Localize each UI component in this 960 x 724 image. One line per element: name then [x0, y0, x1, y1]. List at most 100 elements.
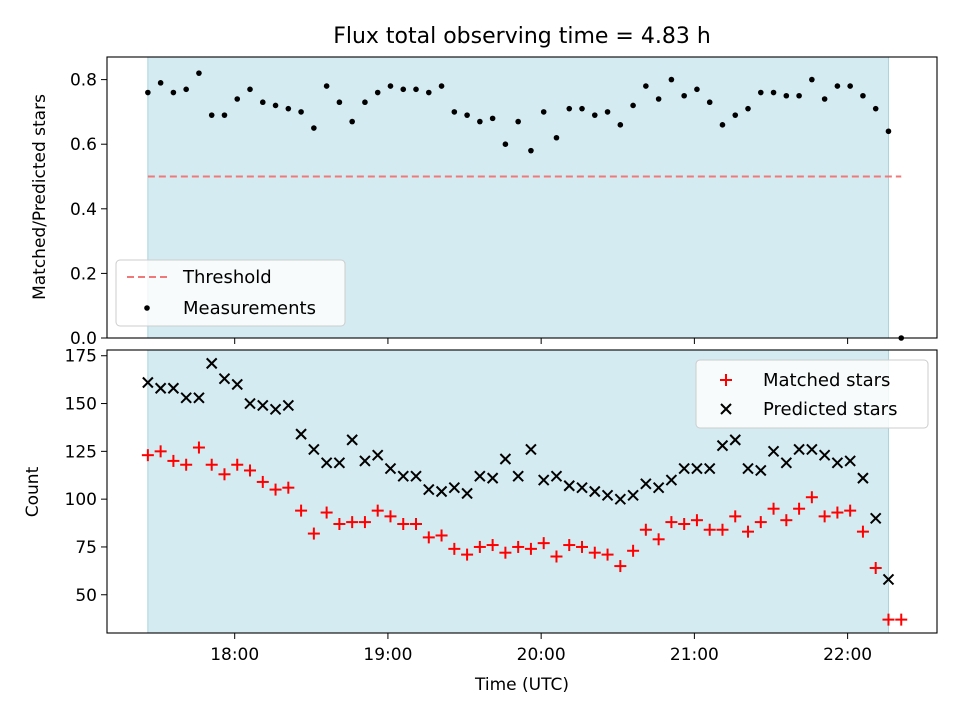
predicted-stars-point [678, 462, 690, 475]
matched-stars-point [371, 504, 384, 517]
measurement-point [809, 76, 815, 83]
measurement-point [183, 86, 189, 93]
measurement-point [157, 80, 164, 86]
x-tick-label: 21:00 [670, 645, 719, 665]
predicted-stars-point [755, 464, 767, 477]
measurement-point [374, 89, 381, 96]
predicted-stars-point [525, 443, 537, 456]
y-tick-label: 50 [75, 586, 97, 606]
matched-stars-point [307, 527, 320, 540]
matched-stars-point [780, 514, 793, 527]
measurement-point [387, 83, 394, 89]
measurement-point [208, 112, 215, 118]
predicted-stars-point [627, 489, 639, 502]
predicted-stars-point [550, 470, 563, 482]
measurement-point [311, 125, 317, 131]
measurement-point [732, 112, 739, 118]
predicted-stars-point [257, 399, 269, 412]
predicted-stars-point [333, 457, 346, 469]
matched-stars-point [180, 458, 193, 471]
matched-stars-point [333, 518, 346, 531]
predicted-stars-point [410, 470, 422, 482]
matched-stars-point [882, 613, 895, 626]
predicted-stars-point [346, 434, 358, 446]
matched-stars-point [448, 542, 461, 555]
y-tick-label: 0.0 [70, 329, 97, 349]
predicted-stars-point [614, 493, 627, 505]
y-tick-label: 125 [65, 442, 97, 462]
predicted-stars-point [461, 487, 473, 500]
matched-stars-point [729, 510, 742, 523]
measurement-point [170, 89, 177, 96]
measurement-point [528, 147, 534, 154]
predicted-stars-point [206, 357, 218, 370]
measurement-point [591, 112, 598, 118]
measurement-point [579, 105, 585, 112]
measurement-point [706, 99, 713, 106]
y-tick-label: 75 [75, 538, 97, 558]
predicted-stars-point [512, 470, 524, 482]
predicted-stars-point [563, 480, 575, 492]
matched-stars-point [614, 560, 627, 573]
predicted-stars-point [384, 462, 397, 475]
predicted-stars-point [729, 434, 741, 446]
x-axis-label: Time (UTC) [474, 675, 569, 695]
predicted-stars-point [742, 462, 754, 475]
predicted-stars-point [435, 485, 448, 498]
measurement-point [285, 105, 292, 112]
measurement-point [796, 92, 802, 99]
measurement-point [298, 109, 304, 115]
matched-stars-point [473, 540, 486, 553]
matched-stars-point [652, 533, 665, 546]
measurement-point [745, 105, 751, 112]
bottom-panel: 50 75 100 125 150 175 18:00 19:00 20:00 21:00 22:0… [23, 347, 938, 695]
measurement-point [234, 96, 241, 102]
measurement-point [145, 89, 151, 96]
matched-stars-point [627, 544, 640, 557]
measurement-point [694, 86, 700, 93]
top-measurement-points [145, 70, 905, 341]
measurement-point [477, 118, 483, 125]
measurement-point [247, 86, 253, 93]
axes-frame [106, 56, 938, 339]
matched-stars-point [524, 542, 537, 555]
predicted-stars-point [857, 472, 869, 484]
measurement-point [413, 86, 419, 93]
bottom-points [141, 357, 908, 626]
matched-stars-point [690, 514, 703, 527]
measurement-point [757, 89, 764, 96]
measurement-point [489, 115, 496, 122]
matched-stars-point [550, 550, 563, 563]
matched-stars-point [754, 516, 767, 529]
legend-predicted-label: Predicted stars [763, 399, 897, 420]
matched-stars-point [295, 504, 308, 517]
matched-stars-point [588, 546, 601, 559]
predicted-stars-point [870, 512, 882, 524]
measurement-point [834, 83, 841, 89]
matched-stars-point [844, 504, 857, 517]
measurement-point [821, 96, 828, 102]
predicted-stars-point [601, 489, 614, 502]
measurement-point [872, 105, 879, 112]
matched-stars-point [231, 458, 244, 471]
y-tick-label: 0.4 [70, 200, 97, 220]
predicted-stars-point [295, 428, 307, 440]
measurement-point [553, 134, 560, 141]
matched-stars-point [537, 537, 550, 550]
matched-stars-point [384, 510, 397, 523]
predicted-stars-point [320, 457, 333, 469]
axes-frame [106, 349, 938, 634]
matched-stars-point [793, 502, 806, 515]
predicted-stars-point [665, 474, 678, 486]
matched-stars-point [639, 523, 652, 536]
predicted-stars-point [780, 457, 793, 469]
measurement-point [349, 118, 355, 125]
predicted-stars-point [486, 472, 499, 484]
matched-stars-point [703, 523, 716, 536]
matched-stars-point [435, 529, 448, 542]
predicted-stars-point [499, 453, 512, 465]
predicted-stars-point [640, 478, 652, 490]
bottom-y-axis-label: Count [23, 466, 43, 517]
matched-stars-point [563, 539, 576, 552]
matched-stars-point [320, 506, 333, 519]
